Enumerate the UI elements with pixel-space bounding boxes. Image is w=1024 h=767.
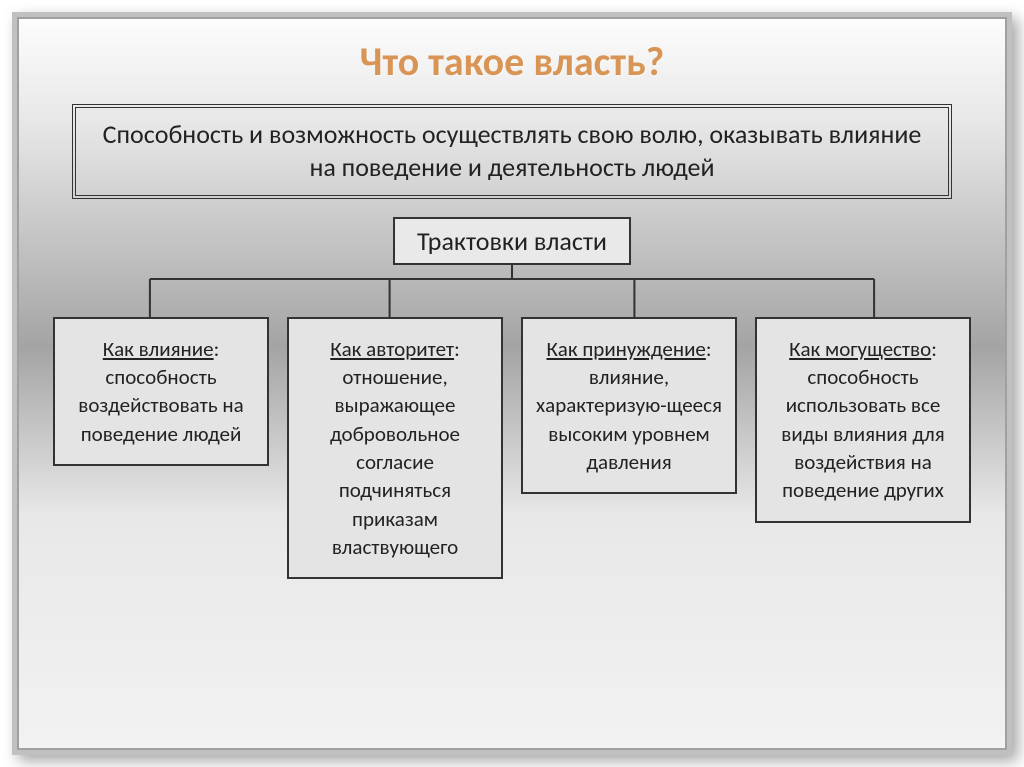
branch-lead: Как влияние [103,336,214,362]
interpretations-label: Трактовки власти [393,217,631,265]
branch-might: Как могущество: способность использовать… [755,317,971,523]
slide-frame: Что такое власть? Способность и возможно… [12,12,1012,755]
branches-row: Как влияние: способность воздействовать … [53,317,971,580]
branch-lead: Как принуждение [546,336,705,362]
interpretations-connector-area: Трактовки власти [53,217,971,317]
branch-lead: Как авторитет [330,336,454,362]
branch-rest: : отношение, выражающее добровольное сог… [330,336,460,560]
branch-influence: Как влияние: способность воздействовать … [53,317,269,466]
branch-lead: Как могущество [789,336,931,362]
branch-authority: Как авторитет: отношение, выражающее доб… [287,317,503,580]
definition-box: Способность и возможность осуществлять с… [72,104,952,199]
slide-title: Что такое власть? [53,37,971,86]
branch-coercion: Как принуждение: влияние, характеризую-щ… [521,317,737,495]
